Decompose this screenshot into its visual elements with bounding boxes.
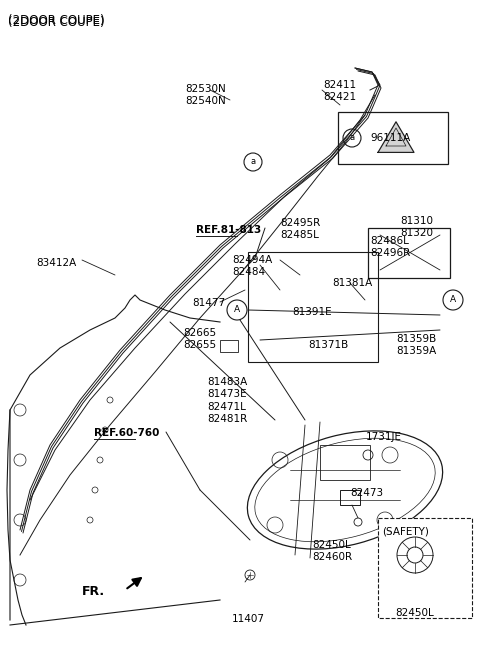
Text: 1731JE: 1731JE (366, 432, 402, 442)
Text: A: A (234, 305, 240, 314)
Text: 96111A: 96111A (370, 133, 410, 143)
Text: 81477: 81477 (192, 298, 225, 308)
Text: 82494A
82484: 82494A 82484 (232, 255, 272, 278)
Text: (SAFETY): (SAFETY) (382, 526, 429, 536)
Text: 81391E: 81391E (292, 307, 332, 317)
Text: a: a (349, 134, 355, 143)
Text: 82486L
82496R: 82486L 82496R (370, 236, 410, 259)
Bar (248, 252, 378, 362)
Text: a: a (251, 157, 255, 166)
Text: 81381A: 81381A (332, 278, 372, 288)
Text: 82530N
82540N: 82530N 82540N (185, 84, 226, 106)
Text: 81310
81320: 81310 81320 (400, 216, 433, 238)
Text: 11407: 11407 (231, 614, 264, 624)
Text: 82495R
82485L: 82495R 82485L (280, 218, 320, 240)
Text: 82450L: 82450L (396, 608, 434, 618)
Bar (220, 340, 238, 352)
Text: 82411
82421: 82411 82421 (323, 80, 356, 102)
Text: 81371B: 81371B (308, 340, 348, 350)
Text: A: A (450, 295, 456, 305)
Text: 82665
82655: 82665 82655 (183, 328, 216, 350)
Text: (2DOOR COUPE): (2DOOR COUPE) (8, 16, 105, 29)
Text: REF.60-760: REF.60-760 (94, 428, 159, 438)
Bar (340, 490, 360, 505)
Bar (368, 228, 450, 278)
Text: (2DOOR COUPE): (2DOOR COUPE) (8, 14, 105, 27)
Text: 83412A: 83412A (36, 258, 76, 268)
Bar (320, 445, 370, 480)
Bar (378, 518, 472, 618)
Text: FR.: FR. (82, 585, 105, 598)
Bar (338, 112, 448, 164)
Polygon shape (378, 122, 414, 153)
Text: 81359B
81359A: 81359B 81359A (396, 334, 436, 356)
Text: REF.81-813: REF.81-813 (196, 225, 261, 235)
Text: 81483A
81473E
82471L
82481R: 81483A 81473E 82471L 82481R (207, 377, 247, 424)
Text: 82450L
82460R: 82450L 82460R (312, 540, 352, 563)
Text: 82473: 82473 (350, 488, 383, 498)
